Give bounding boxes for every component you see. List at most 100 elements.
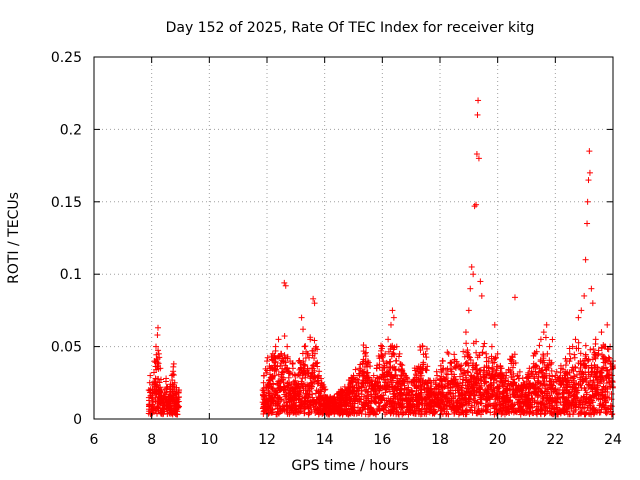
data-point-0-119 — [582, 256, 589, 263]
cloud-point-247 — [173, 406, 180, 413]
cloud-point-1170 — [582, 351, 589, 358]
data-point-0-80 — [465, 307, 472, 314]
data-point-0-63 — [387, 321, 394, 328]
cloud-point-182 — [152, 390, 159, 397]
cloud-point-197 — [160, 393, 167, 400]
points-layer — [145, 97, 616, 418]
data-point-0-90 — [477, 278, 484, 285]
y-tick-label-5: 0.25 — [51, 50, 82, 66]
y-tick-label-0: 0 — [73, 412, 82, 428]
cloud-point-1073 — [566, 358, 573, 365]
x-tick-label-4: 14 — [316, 432, 334, 448]
cloud-point-1313 — [508, 360, 515, 367]
data-point-0-1 — [147, 372, 154, 379]
cloud-point-900 — [566, 345, 573, 352]
cloud-point-249 — [155, 408, 162, 415]
data-point-0-114 — [569, 343, 576, 350]
data-point-0-122 — [585, 177, 592, 184]
data-point-0-58 — [370, 372, 377, 379]
cloud-point-418 — [487, 409, 494, 416]
data-point-0-120 — [584, 220, 591, 227]
cloud-point-1336 — [477, 411, 484, 418]
data-point-0-89 — [475, 155, 482, 162]
data-point-0-125 — [588, 285, 595, 292]
data-point-0-97 — [494, 350, 501, 357]
y-tick-label-4: 0.2 — [60, 122, 82, 138]
data-point-0-117 — [578, 307, 585, 314]
cloud-point-187 — [156, 387, 163, 394]
cloud-point-229 — [167, 397, 174, 404]
cloud-point-256 — [162, 386, 169, 393]
grid-layer — [94, 57, 613, 419]
cloud-point-1328 — [528, 369, 535, 376]
cloud-point-1242 — [553, 368, 560, 375]
cloud-point-217 — [155, 393, 162, 400]
data-point-0-62 — [385, 336, 392, 343]
data-point-0-101 — [511, 294, 518, 301]
data-point-0-65 — [390, 314, 397, 321]
data-point-0-108 — [543, 321, 550, 328]
cloud-point-282 — [530, 352, 537, 359]
data-point-0-79 — [462, 329, 469, 336]
x-tick-label-2: 10 — [200, 432, 218, 448]
cloud-point-1299 — [540, 395, 547, 402]
cloud-point-653 — [536, 342, 543, 349]
cloud-point-192 — [155, 386, 162, 393]
data-point-0-121 — [584, 198, 591, 205]
data-point-0-107 — [540, 329, 547, 336]
cloud-point-257 — [165, 393, 172, 400]
x-tick-label-7: 20 — [489, 432, 507, 448]
cloud-point-1273 — [590, 377, 597, 384]
cloud-point-1119 — [423, 345, 430, 352]
cloud-point-482 — [549, 336, 556, 343]
cloud-point-828 — [397, 361, 404, 368]
data-point-0-113 — [566, 350, 573, 357]
data-point-0-95 — [488, 343, 495, 350]
data-point-0-87 — [474, 111, 481, 118]
cloud-point-1087 — [571, 351, 578, 358]
cloud-point-221 — [169, 377, 176, 384]
chart-title: Day 152 of 2025, Rate Of TEC Index for r… — [166, 20, 535, 36]
data-point-0-91 — [478, 292, 485, 299]
data-point-0-116 — [575, 314, 582, 321]
x-tick-label-9: 24 — [604, 432, 622, 448]
data-point-0-43 — [310, 295, 317, 302]
cloud-point-859 — [505, 366, 512, 373]
cloud-point-263 — [168, 394, 175, 401]
y-tick-label-3: 0.15 — [51, 195, 82, 211]
cloud-point-1352 — [392, 367, 399, 374]
cloud-point-1044 — [463, 340, 470, 347]
data-point-0-31 — [281, 279, 288, 286]
x-axis-title: GPS time / hours — [291, 458, 408, 474]
data-point-0-64 — [389, 307, 396, 314]
cloud-point-272 — [150, 398, 157, 405]
cloud-point-71 — [157, 376, 164, 383]
data-point-0-102 — [514, 372, 521, 379]
data-point-0-124 — [586, 169, 593, 176]
cloud-point-267 — [154, 410, 161, 417]
cloud-point-172 — [155, 347, 162, 354]
data-point-0-84 — [471, 203, 478, 210]
cloud-point-190 — [159, 405, 166, 412]
cloud-point-252 — [159, 411, 166, 418]
cloud-point-203 — [156, 354, 163, 361]
x-tick-label-0: 6 — [90, 432, 99, 448]
cloud-point-86 — [170, 372, 177, 379]
cloud-point-1014 — [260, 410, 267, 417]
cloud-point-201 — [154, 362, 161, 369]
cloud-point-268 — [154, 376, 161, 383]
cloud-point-107 — [169, 371, 176, 378]
cloud-point-779 — [307, 334, 314, 341]
data-point-0-92 — [480, 343, 487, 350]
cloud-point-1115 — [380, 392, 387, 399]
data-point-0-96 — [491, 321, 498, 328]
data-point-0-39 — [300, 326, 307, 333]
x-tick-label-6: 18 — [431, 432, 449, 448]
data-point-0-129 — [598, 329, 605, 336]
cloud-point-1332 — [380, 358, 387, 365]
cloud-point-265 — [168, 405, 175, 412]
cloud-point-1160 — [444, 349, 451, 356]
cloud-point-280 — [587, 346, 594, 353]
